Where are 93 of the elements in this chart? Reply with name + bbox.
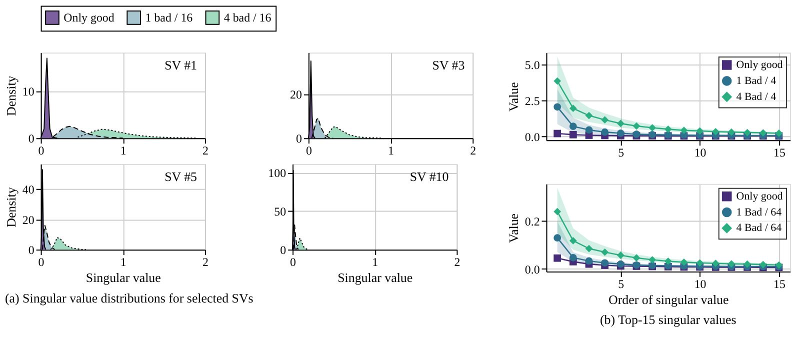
x-tick-label: 0 [306, 144, 312, 158]
point [632, 122, 640, 130]
annotation: SV #3 [432, 57, 465, 72]
x-tick-label: 10 [694, 276, 706, 291]
annotation: SV #10 [410, 168, 449, 184]
y-tick-label: 100 [268, 166, 286, 180]
point [728, 260, 736, 268]
point [712, 128, 720, 136]
point [585, 126, 593, 134]
point [664, 126, 672, 133]
x-tick-label: 2 [454, 255, 460, 269]
x-tick-label: 1 [372, 255, 378, 269]
point [775, 130, 783, 137]
point [569, 130, 577, 138]
legend-label: Only good [64, 10, 114, 25]
point [664, 258, 672, 265]
point [616, 120, 624, 128]
x-tick-label: 2 [470, 144, 476, 158]
x-tick-label: 1 [120, 144, 126, 158]
point [744, 128, 751, 136]
point [648, 124, 656, 132]
y-tick-label: 40 [22, 182, 34, 197]
point [585, 244, 593, 252]
point [585, 257, 593, 265]
point [616, 252, 624, 259]
legend-label: 4 bad / 16 [224, 10, 272, 25]
x-tick-label: 1 [388, 144, 394, 158]
point [696, 127, 704, 135]
y-tick-label: 0 [28, 132, 34, 146]
annotation: SV #1 [164, 57, 198, 72]
legend-label: Only good [736, 58, 784, 71]
x-tick-label: 1 [120, 255, 126, 269]
point [601, 259, 609, 267]
y-tick-label: 20 [22, 212, 34, 227]
x-tick-label: 5 [618, 146, 624, 160]
y-tick-label: 5.0 [524, 58, 540, 72]
legend-label: 4 Bad / 64 [736, 222, 782, 234]
point [569, 104, 577, 112]
y-tick-label: 20 [290, 88, 302, 102]
point [585, 112, 593, 120]
x-tick-label: 0 [38, 255, 44, 269]
y-axis-title: Density [3, 186, 18, 228]
legend-label: 1 Bad / 64 [736, 206, 782, 218]
y-tick-label: 0.0 [524, 262, 540, 276]
y-axis-title: Value [506, 213, 521, 243]
point [632, 254, 640, 262]
x-tick-label: 15 [773, 276, 786, 291]
y-tick-label: 0 [280, 243, 286, 258]
x-tick-label: 2 [202, 144, 208, 158]
x-tick-label: 5 [618, 276, 624, 291]
annotation: SV #5 [164, 168, 198, 184]
x-tick-label: 2 [202, 255, 208, 269]
point [601, 116, 609, 124]
y-tick-label: 50 [274, 204, 286, 219]
point [554, 208, 562, 216]
y-axis-title: Value [506, 82, 521, 112]
point [554, 234, 562, 242]
point [554, 254, 562, 262]
x-tick-label: 10 [694, 146, 706, 160]
point [569, 254, 577, 262]
y-tick-label: 0 [28, 243, 34, 258]
point [601, 248, 609, 256]
point [569, 237, 577, 244]
legend-label: 1 Bad / 4 [736, 74, 777, 87]
point [554, 77, 562, 85]
point [696, 259, 704, 267]
x-tick-label: 0 [38, 144, 44, 158]
y-tick-label: 2.5 [524, 94, 540, 108]
legend-label: 1 bad / 16 [145, 10, 193, 25]
point [728, 128, 736, 136]
point [601, 128, 609, 136]
x-axis-title: Order of singular value [608, 292, 729, 307]
point [569, 122, 577, 130]
point [554, 103, 562, 111]
point [680, 258, 688, 266]
point [744, 260, 751, 268]
x-tick-label: 15 [773, 146, 786, 160]
y-tick-label: 0.2 [524, 214, 540, 229]
point [554, 130, 562, 138]
y-axis-title: Density [3, 75, 18, 116]
point [759, 129, 767, 136]
x-axis-title: Singular value [338, 270, 413, 285]
point [648, 256, 656, 264]
legend-label: 4 Bad / 4 [736, 90, 777, 103]
point [680, 126, 688, 134]
y-tick-label: 0.0 [524, 130, 540, 144]
y-tick-label: 10 [22, 84, 34, 99]
point [616, 130, 624, 137]
point [712, 260, 720, 268]
text: (a) Singular value distributions for selected SVs [4, 290, 254, 306]
x-axis-title: Singular value [86, 270, 162, 285]
text: (b) Top-15 singular values [600, 312, 736, 328]
legend-label: Only good [736, 190, 784, 202]
